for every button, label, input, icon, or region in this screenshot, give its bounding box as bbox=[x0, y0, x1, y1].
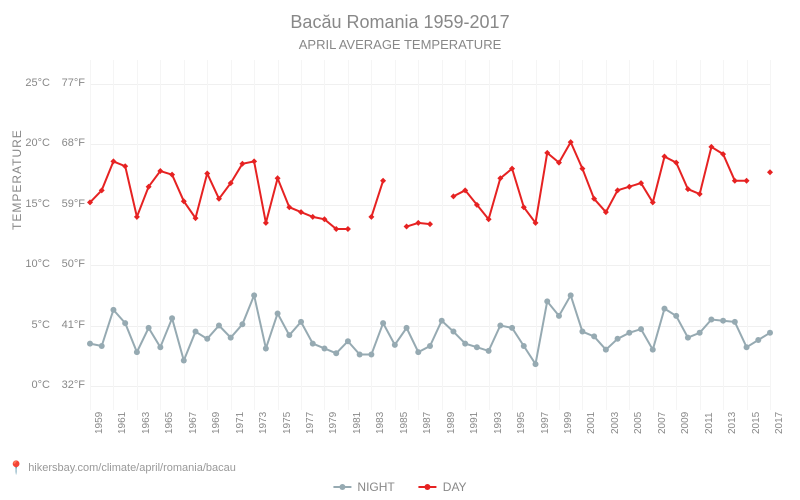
footer-url: hikersbay.com/climate/april/romania/baca… bbox=[28, 462, 236, 474]
plot-svg bbox=[0, 0, 800, 500]
legend-label-day: DAY bbox=[443, 480, 467, 494]
legend-item-day: DAY bbox=[419, 480, 467, 494]
legend: NIGHT DAY bbox=[333, 480, 466, 494]
footer: 📍 hikersbay.com/climate/april/romania/ba… bbox=[8, 460, 236, 476]
legend-label-night: NIGHT bbox=[357, 480, 394, 494]
legend-swatch-day bbox=[419, 486, 437, 488]
legend-swatch-night bbox=[333, 486, 351, 488]
legend-item-night: NIGHT bbox=[333, 480, 394, 494]
pin-icon: 📍 bbox=[8, 460, 24, 476]
chart-container: Bacău Romania 1959-2017 APRIL AVERAGE TE… bbox=[0, 0, 800, 500]
